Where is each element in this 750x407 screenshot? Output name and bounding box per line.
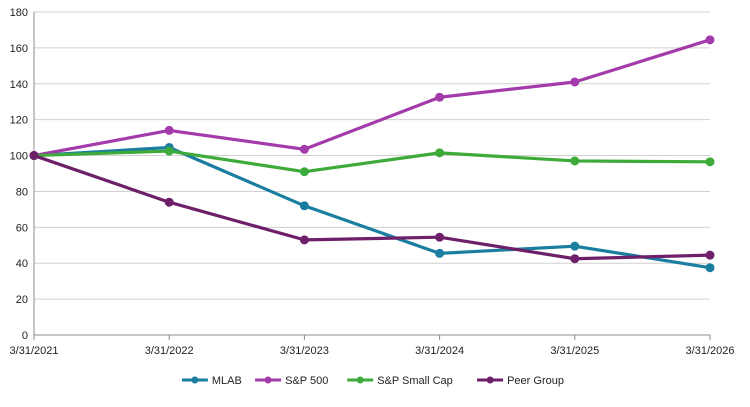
- y-tick-label: 160: [10, 43, 28, 55]
- series-line-peer-group: [32, 153, 712, 261]
- y-tick-label: 180: [10, 7, 28, 19]
- legend-swatch-marker: [191, 376, 199, 384]
- data-point-sandp-500: [164, 125, 174, 135]
- legend-item-sandp-500: S&P 500: [255, 375, 328, 387]
- data-point-sandp-500: [705, 35, 715, 45]
- series-line-sandp-small-cap: [32, 149, 712, 174]
- data-point-sandp-500: [435, 92, 445, 102]
- x-tick-label: 3/31/2026: [686, 345, 735, 357]
- legend-label: S&P 500: [285, 375, 328, 387]
- legend-swatch-marker: [356, 376, 364, 384]
- legend-label: MLAB: [212, 375, 242, 387]
- legend-label: S&P Small Cap: [377, 375, 453, 387]
- grid: [34, 11, 710, 300]
- x-tick-label: 3/31/2023: [280, 345, 329, 357]
- data-point-peer-group: [705, 250, 715, 260]
- y-tick-label: 0: [22, 330, 28, 342]
- x-tick-label: 3/31/2022: [145, 345, 194, 357]
- legend-item-sandp-small-cap: S&P Small Cap: [347, 375, 453, 387]
- y-tick-label: 80: [16, 186, 28, 198]
- data-point-mlab: [299, 201, 309, 211]
- series-line-mlab: [32, 145, 712, 270]
- data-point-peer-group: [570, 254, 580, 264]
- series-sandp-small-cap: [29, 146, 715, 177]
- data-point-sandp-small-cap: [164, 146, 174, 156]
- data-point-peer-group: [299, 235, 309, 245]
- legend-item-mlab: MLAB: [181, 375, 242, 387]
- x-tick-label: 3/31/2021: [10, 345, 59, 357]
- y-tick-label: 20: [16, 294, 28, 306]
- legend-item-peer-group: Peer Group: [477, 375, 564, 387]
- x-tick-label: 3/31/2024: [415, 345, 464, 357]
- data-point-sandp-500: [299, 144, 309, 154]
- axes: 0 20 40 60 80 100 120 140 160 180 3/31/2021 3/31/20…: [10, 7, 735, 357]
- y-tick-label: 100: [10, 151, 28, 163]
- y-tick-label: 120: [10, 115, 28, 127]
- data-point-mlab: [705, 263, 715, 273]
- y-tick-label: 140: [10, 79, 28, 91]
- series-line-sandp-500: [32, 38, 712, 158]
- series-peer-group: [29, 151, 715, 264]
- y-tick-label: 40: [16, 258, 28, 270]
- legend: MLAB S&P 500 S&P Small Cap Peer Group: [181, 375, 564, 387]
- x-tick-label: 3/31/2025: [550, 345, 599, 357]
- legend-swatch-marker: [264, 376, 272, 384]
- data-point-sandp-small-cap: [570, 156, 580, 166]
- data-point-mlab: [570, 241, 580, 251]
- legend-label: Peer Group: [507, 375, 564, 387]
- data-point-peer-group: [29, 151, 39, 161]
- series-mlab: [29, 142, 715, 273]
- data-point-peer-group: [435, 232, 445, 242]
- data-point-sandp-500: [570, 77, 580, 87]
- series-lines: [29, 35, 715, 273]
- data-point-mlab: [435, 248, 445, 258]
- data-point-sandp-small-cap: [435, 148, 445, 158]
- data-point-sandp-small-cap: [705, 157, 715, 167]
- data-point-sandp-small-cap: [299, 167, 309, 177]
- y-tick-label: 60: [16, 222, 28, 234]
- data-point-peer-group: [164, 197, 174, 207]
- series-sandp-500: [29, 35, 715, 161]
- legend-swatch-marker: [486, 376, 494, 384]
